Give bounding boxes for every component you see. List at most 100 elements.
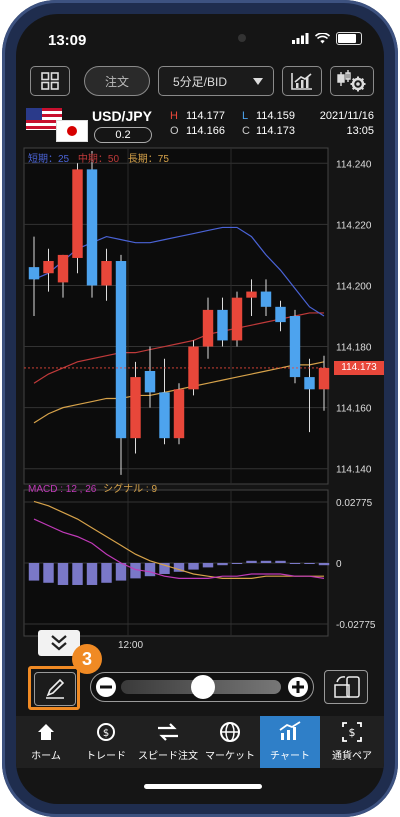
macd-histogram-bar (318, 563, 330, 566)
pencil-icon (46, 678, 65, 699)
line-chart-icon (291, 73, 312, 90)
macd-histogram-bar (173, 563, 185, 572)
zoom-in-icon[interactable] (287, 676, 309, 698)
price-tick-label: 114.240 (336, 159, 372, 170)
candle-body (246, 291, 257, 298)
low-value: 114.159 (256, 110, 295, 122)
nav-trade-label: トレード (86, 751, 126, 762)
quote-date: 2021/11/16 (319, 110, 374, 122)
macd-histogram-bar (115, 563, 127, 581)
open-value: 114.166 (186, 125, 225, 137)
high-value: 114.177 (186, 110, 225, 122)
candle-body (289, 316, 301, 378)
chart-settings-button[interactable] (330, 66, 374, 96)
candle-body (130, 377, 141, 439)
candle-body (318, 367, 330, 390)
legend-signal: シグナル : 9 (103, 484, 158, 495)
open-label: O (170, 125, 179, 137)
camera-icon (238, 34, 246, 42)
callout-badge: 3 (72, 644, 102, 674)
price-tick-label: 114.160 (336, 404, 372, 415)
candle-body (304, 377, 315, 390)
candle-body (144, 370, 156, 393)
draw-tool-inner (34, 672, 76, 706)
price-tick-label: 114.140 (336, 465, 372, 476)
macd-histogram-bar (72, 563, 83, 585)
candle-body (159, 392, 170, 439)
timeframe-select[interactable]: 5分足/BID (158, 66, 274, 96)
rotate-screen-button[interactable] (324, 670, 368, 704)
nav-home[interactable]: ホーム (16, 716, 76, 768)
candle-body (72, 169, 83, 258)
nav-home-label: ホーム (31, 751, 61, 762)
currency-pair-icon: $ (342, 722, 362, 742)
market-icon (220, 722, 240, 742)
callout-number: 3 (81, 649, 92, 669)
quote-time: 13:05 (346, 125, 374, 137)
high-label: H (170, 110, 178, 122)
ma-legend: 短期：25 中期：50 長期：75 (28, 150, 169, 165)
app-screen: 13:09 注文 5分足/BID (16, 14, 384, 804)
macd-histogram-bar (86, 563, 98, 585)
status-time: 13:09 (48, 32, 87, 49)
macd-histogram-bar (202, 563, 214, 568)
macd-histogram-bar (260, 560, 272, 563)
macd-histogram-bar (275, 560, 286, 563)
us-flag-icon (26, 108, 62, 130)
macd-line (33, 518, 325, 579)
macd-histogram-bar (188, 563, 199, 570)
nav-chart-label: チャート (270, 751, 310, 762)
close-value: 114.173 (256, 125, 295, 137)
macd-tick-label: -0.02775 (336, 620, 376, 631)
macd-histogram-bar (159, 563, 170, 574)
candle-body (217, 309, 228, 341)
currency-pair: USD/JPY (92, 108, 152, 124)
nav-market-label: マーケット (205, 751, 255, 762)
candle-body (275, 306, 286, 323)
price-tick-label: 114.180 (336, 343, 372, 354)
home-indicator (144, 784, 262, 789)
layout-grid-button[interactable] (30, 66, 70, 96)
chevron-down-icon (253, 78, 263, 85)
price-tick-label: 114.220 (336, 220, 372, 231)
nav-speed-order-label: スピード注文 (138, 751, 198, 762)
macd-histogram-bar (28, 563, 40, 581)
price-tick-label: 114.200 (336, 281, 372, 292)
low-label: L (242, 110, 249, 122)
bottom-navigation: ホーム $ トレード スピード注文 マーケット チャート $ 通貨ペア (16, 716, 384, 768)
double-chevron-down-icon (51, 635, 67, 651)
draw-tool-button[interactable] (28, 666, 80, 710)
legend-macd: MACD : 12 , 26 (28, 484, 97, 495)
macd-tick-label: 0.02775 (336, 498, 373, 509)
price-chart[interactable]: 114.240 114.220 114.200 114.180 114.160 114.1… (16, 144, 384, 644)
zoom-out-icon[interactable] (95, 676, 117, 698)
macd-histogram-bar (304, 563, 315, 564)
candle-body (86, 169, 98, 286)
candle-body (173, 389, 185, 439)
zoom-slider[interactable] (90, 672, 314, 702)
candle-body (231, 297, 243, 341)
nav-market[interactable]: マーケット (200, 716, 260, 768)
legend-mid: 中期：50 (77, 154, 120, 165)
svg-text:$: $ (349, 726, 356, 739)
status-icons (292, 32, 362, 45)
chart-icon (279, 721, 301, 740)
candle-body (101, 261, 112, 286)
legend-short: 短期：25 (28, 154, 70, 165)
nav-chart[interactable]: チャート (260, 716, 320, 768)
nav-currency-pair[interactable]: $ 通貨ペア (320, 716, 384, 768)
macd-histogram-bar (246, 560, 257, 563)
current-price: 114.173 (341, 361, 377, 373)
zoom-thumb[interactable] (191, 675, 215, 699)
macd-histogram-bar (231, 563, 243, 564)
order-button[interactable]: 注文 (84, 66, 150, 96)
rotate-icon (334, 676, 360, 698)
macd-tick-label: 0 (336, 559, 342, 570)
indicator-button[interactable] (282, 66, 322, 96)
legend-long: 長期：75 (127, 154, 169, 165)
candle-body (260, 291, 272, 307)
nav-speed-order[interactable]: スピード注文 (136, 716, 200, 768)
trade-icon: $ (97, 723, 115, 741)
nav-trade[interactable]: $ トレード (76, 716, 136, 768)
candle-body (28, 267, 40, 280)
